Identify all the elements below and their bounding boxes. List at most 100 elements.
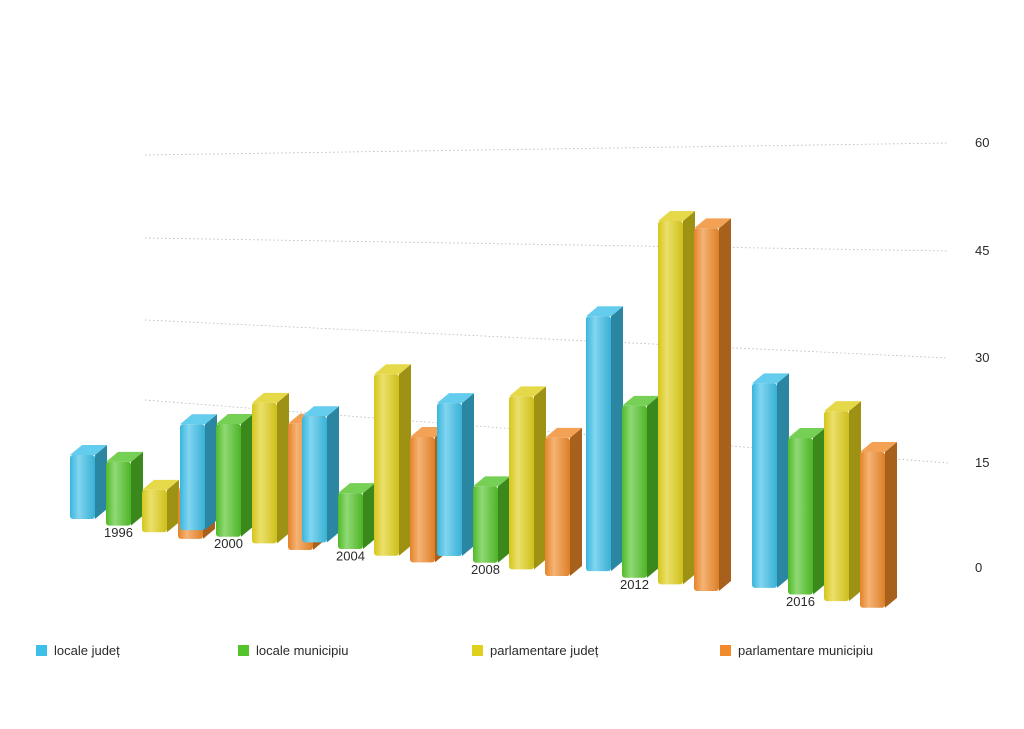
y-tick-label: 0 bbox=[975, 560, 982, 575]
x-axis-labels: 1996 2000 2004 2008 2012 2016 bbox=[104, 525, 815, 609]
bar-top bbox=[622, 395, 659, 406]
bar-top bbox=[694, 218, 731, 229]
bar-top bbox=[142, 479, 179, 490]
bar-front bbox=[752, 383, 777, 588]
legend-label: parlamentare județ bbox=[490, 643, 599, 658]
legend-item: parlamentare municipiu bbox=[720, 643, 873, 658]
bar-side bbox=[131, 451, 143, 526]
bar-front bbox=[622, 405, 647, 578]
y-axis-ticks: 60 45 30 15 0 bbox=[975, 135, 989, 575]
x-tick-label: 2016 bbox=[786, 594, 815, 609]
bar-side bbox=[885, 442, 897, 608]
legend-swatch bbox=[472, 645, 483, 656]
bar bbox=[338, 483, 375, 550]
bar bbox=[824, 401, 861, 602]
bar bbox=[788, 428, 825, 595]
bar bbox=[180, 414, 217, 531]
bar bbox=[70, 445, 107, 519]
bar-top bbox=[509, 386, 546, 397]
x-tick-label: 1996 bbox=[104, 525, 133, 540]
bar-side bbox=[95, 445, 107, 519]
bar-side bbox=[167, 479, 179, 533]
bar-side bbox=[683, 210, 695, 585]
gridlines bbox=[144, 142, 949, 464]
bar-front bbox=[824, 411, 849, 602]
bar-top bbox=[106, 451, 143, 462]
gridline bbox=[144, 142, 949, 156]
bar-top bbox=[338, 483, 375, 494]
bar-front bbox=[216, 424, 241, 537]
bar-front bbox=[252, 402, 277, 544]
bar-front bbox=[410, 437, 435, 563]
legend-swatch bbox=[36, 645, 47, 656]
bar bbox=[216, 414, 253, 537]
bar-top bbox=[752, 373, 789, 384]
legend-item: locale județ bbox=[36, 643, 120, 658]
bar-top bbox=[180, 414, 217, 425]
bar-side bbox=[363, 483, 375, 550]
bar-side bbox=[719, 218, 731, 592]
bar-top bbox=[70, 445, 107, 456]
bar-side bbox=[327, 406, 339, 543]
bar-top bbox=[788, 428, 825, 439]
bar-side bbox=[849, 401, 861, 602]
bar-top bbox=[545, 427, 582, 438]
x-tick-label: 2008 bbox=[471, 562, 500, 577]
bar-side bbox=[813, 428, 825, 595]
bar bbox=[658, 210, 695, 585]
bar bbox=[586, 306, 623, 572]
bar-front bbox=[302, 416, 327, 543]
bar bbox=[545, 427, 582, 576]
bar-front bbox=[437, 403, 462, 557]
bar-side bbox=[611, 306, 623, 572]
bar-side bbox=[570, 427, 582, 576]
bar-front bbox=[473, 486, 498, 563]
bar-front bbox=[338, 493, 363, 550]
bar-side bbox=[534, 386, 546, 570]
bar-front bbox=[658, 220, 683, 585]
legend-item: locale municipiu bbox=[238, 643, 349, 658]
bar-front bbox=[374, 374, 399, 556]
bar-top bbox=[473, 476, 510, 487]
y-tick-label: 45 bbox=[975, 243, 989, 258]
bar-front bbox=[694, 228, 719, 592]
bar-front bbox=[586, 316, 611, 572]
bar-side bbox=[647, 395, 659, 578]
legend-swatch bbox=[720, 645, 731, 656]
bar-front bbox=[142, 489, 167, 533]
bar-side bbox=[399, 364, 411, 556]
bar bbox=[106, 451, 143, 526]
bar bbox=[302, 406, 339, 543]
bar-front bbox=[180, 424, 205, 531]
x-tick-label: 2004 bbox=[336, 548, 365, 563]
bar bbox=[694, 218, 731, 592]
bar-front bbox=[509, 396, 534, 570]
gridline bbox=[144, 237, 949, 252]
x-tick-label: 2012 bbox=[620, 577, 649, 592]
bars bbox=[70, 210, 897, 608]
legend-label: parlamentare municipiu bbox=[738, 643, 873, 658]
bar-front bbox=[860, 452, 885, 608]
bar bbox=[142, 479, 179, 533]
y-tick-label: 60 bbox=[975, 135, 989, 150]
bar bbox=[752, 373, 789, 588]
bar-top bbox=[824, 401, 861, 412]
bar bbox=[252, 392, 289, 544]
bar-side bbox=[277, 392, 289, 544]
bar bbox=[437, 393, 474, 557]
x-tick-label: 2000 bbox=[214, 536, 243, 551]
bar bbox=[509, 386, 546, 570]
bar-top bbox=[252, 392, 289, 403]
bar-top bbox=[586, 306, 623, 317]
legend-swatch bbox=[238, 645, 249, 656]
bar-top bbox=[658, 210, 695, 221]
y-tick-label: 15 bbox=[975, 455, 989, 470]
legend-item: parlamentare județ bbox=[472, 643, 599, 658]
bar bbox=[860, 442, 897, 608]
legend-label: locale județ bbox=[54, 643, 120, 658]
bar-side bbox=[205, 414, 217, 531]
bar-front bbox=[70, 455, 95, 519]
bar-front bbox=[106, 461, 131, 526]
